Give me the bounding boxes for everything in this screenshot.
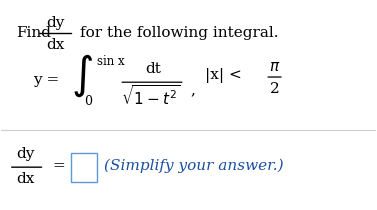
Text: for the following integral.: for the following integral. — [80, 26, 279, 40]
Text: dy: dy — [46, 16, 65, 30]
Text: dx: dx — [16, 172, 35, 186]
Text: dt: dt — [145, 62, 161, 76]
Text: dx: dx — [46, 38, 65, 52]
Text: 2: 2 — [270, 83, 279, 96]
Text: =: = — [52, 159, 65, 173]
Text: ,: , — [190, 84, 195, 97]
Text: Find: Find — [16, 26, 51, 40]
Text: y =: y = — [33, 73, 60, 87]
Text: $\sqrt{1-t^2}$: $\sqrt{1-t^2}$ — [121, 84, 181, 108]
Text: $\int$: $\int$ — [71, 53, 93, 99]
Text: 0: 0 — [84, 95, 92, 108]
Text: |x| <: |x| < — [205, 68, 242, 84]
Text: dy: dy — [16, 147, 35, 161]
Text: (Simplify your answer.): (Simplify your answer.) — [104, 159, 284, 173]
FancyBboxPatch shape — [70, 153, 97, 182]
Text: sin x: sin x — [97, 55, 124, 68]
Text: $\pi$: $\pi$ — [269, 60, 280, 74]
